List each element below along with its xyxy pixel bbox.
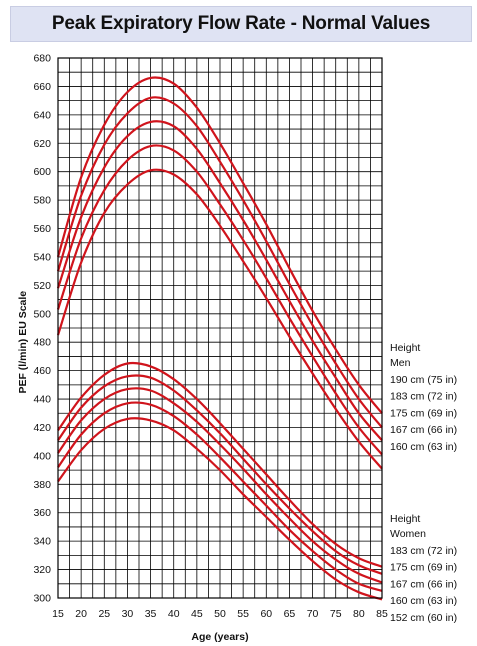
- y-tick-label: 400: [33, 450, 51, 462]
- x-tick-label: 65: [284, 608, 296, 620]
- y-tick-label: 300: [33, 593, 51, 605]
- y-tick-label: 420: [33, 422, 51, 434]
- y-tick-label: 580: [33, 195, 51, 207]
- series-line: [57, 417, 383, 601]
- y-tick-label: 440: [33, 394, 51, 406]
- x-tick-label: 45: [191, 608, 203, 620]
- y-tick-label: 340: [33, 536, 51, 548]
- legend-entry: 175 cm (69 in): [390, 562, 457, 574]
- series-line: [57, 401, 383, 592]
- legend-group-name: Men: [390, 357, 411, 369]
- y-tick-label: 620: [33, 138, 51, 150]
- x-tick-label: 15: [52, 608, 64, 620]
- x-tick-label: 60: [260, 608, 272, 620]
- legend-entry: 175 cm (69 in): [390, 407, 457, 419]
- y-tick-label: 320: [33, 564, 51, 576]
- x-tick-label: 30: [122, 608, 134, 620]
- y-tick-label: 680: [33, 53, 51, 65]
- y-tick-label: 640: [33, 109, 51, 121]
- chart-title: Peak Expiratory Flow Rate - Normal Value…: [51, 13, 431, 34]
- legend-heading: Height: [390, 342, 420, 354]
- series-lines: [56, 76, 383, 601]
- legend-entry: 183 cm (72 in): [390, 545, 457, 557]
- legend-entry: 160 cm (63 in): [390, 595, 457, 607]
- legend-entry: 190 cm (75 in): [390, 374, 457, 386]
- x-tick-label: 80: [353, 608, 365, 620]
- series-line: [56, 120, 383, 442]
- series-line: [56, 96, 383, 429]
- x-tick-label: 25: [98, 608, 110, 620]
- legend-entry: 183 cm (72 in): [390, 391, 457, 403]
- series-line: [57, 374, 383, 575]
- y-tick-label: 520: [33, 280, 51, 292]
- y-tick-label: 500: [33, 308, 51, 320]
- legend-group-name: Women: [390, 528, 426, 540]
- x-tick-label: 75: [330, 608, 342, 620]
- series-line: [56, 168, 383, 470]
- title-banner: Peak Expiratory Flow Rate - Normal Value…: [10, 6, 472, 42]
- y-tick-label: 540: [33, 251, 51, 263]
- series-line: [57, 361, 383, 568]
- y-tick-label: 480: [33, 337, 51, 349]
- y-tick-label: 660: [33, 81, 51, 93]
- plot-frame: [57, 57, 383, 599]
- legend-entry: 160 cm (63 in): [390, 441, 457, 453]
- series-line: [56, 144, 383, 456]
- legend-entry: 152 cm (60 in): [390, 612, 457, 624]
- x-tick-label: 50: [214, 608, 226, 620]
- legend-entry: 167 cm (66 in): [390, 424, 457, 436]
- x-axis-label: Age (years): [191, 631, 248, 643]
- y-tick-labels: 300 320 340 360 380 400 420 440 460 480 500 520 540 5…: [33, 53, 51, 605]
- y-tick-label: 560: [33, 223, 51, 235]
- legend: Height Men 190 cm (75 in) 183 cm (72 in) 175…: [390, 342, 457, 624]
- y-tick-label: 460: [33, 365, 51, 377]
- y-tick-label: 600: [33, 166, 51, 178]
- legend-entry: 167 cm (66 in): [390, 578, 457, 590]
- x-tick-label: 35: [145, 608, 157, 620]
- y-axis-label: PEF (l/min) EU Scale: [17, 291, 29, 394]
- y-tick-label: 380: [33, 479, 51, 491]
- series-line: [56, 76, 383, 414]
- x-tick-label: 40: [168, 608, 180, 620]
- x-tick-label: 70: [307, 608, 319, 620]
- x-tick-label: 20: [75, 608, 87, 620]
- series-line: [57, 387, 383, 584]
- x-tick-label: 85: [376, 608, 388, 620]
- y-tick-label: 360: [33, 507, 51, 519]
- x-tick-label: 55: [237, 608, 249, 620]
- x-tick-labels: 15 20 25 30 35 40 45 50 55 60 65 70 75 80 85: [52, 608, 388, 620]
- legend-heading: Height: [390, 513, 420, 525]
